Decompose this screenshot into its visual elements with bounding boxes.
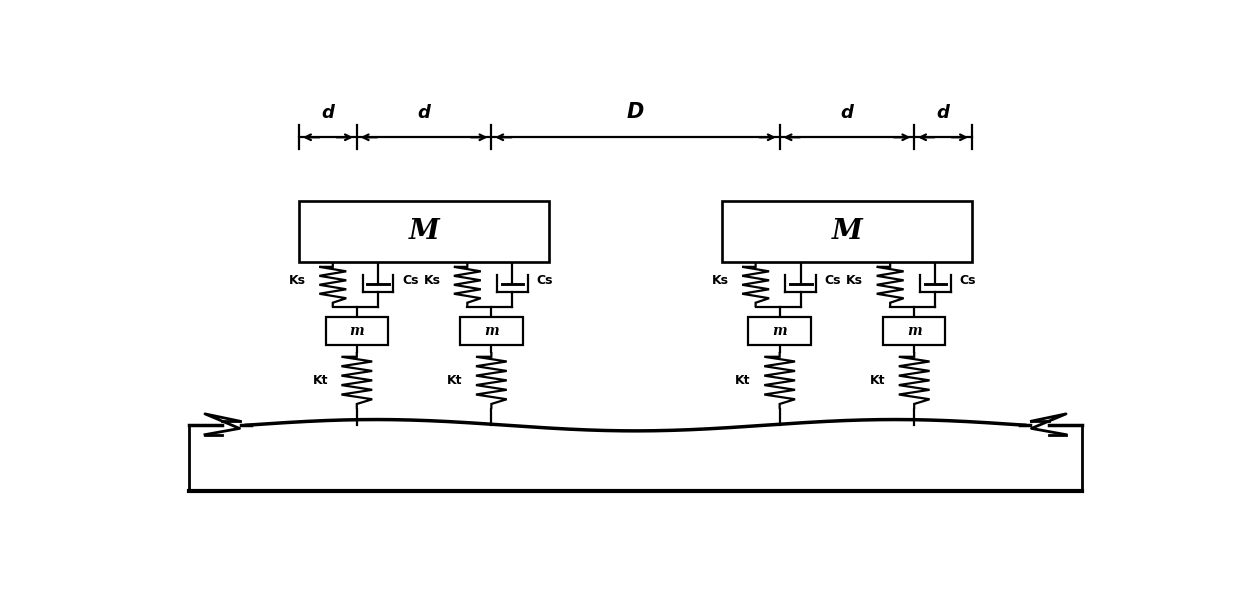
Text: Ks: Ks — [423, 273, 440, 286]
Text: m: m — [773, 324, 787, 338]
Bar — [326, 317, 388, 345]
Text: Cs: Cs — [825, 273, 841, 286]
Text: d: d — [418, 104, 430, 122]
Text: Kt: Kt — [870, 374, 885, 387]
Text: M: M — [409, 218, 439, 245]
Text: d: d — [936, 104, 950, 122]
Text: d: d — [841, 104, 853, 122]
Text: Ks: Ks — [712, 273, 729, 286]
Bar — [883, 317, 945, 345]
Bar — [460, 317, 522, 345]
Text: Kt: Kt — [735, 374, 751, 387]
Text: m: m — [484, 324, 498, 338]
Text: Cs: Cs — [960, 273, 976, 286]
Text: m: m — [906, 324, 921, 338]
Text: Kt: Kt — [446, 374, 463, 387]
Text: m: m — [350, 324, 365, 338]
Text: d: d — [321, 104, 335, 122]
Bar — [722, 201, 972, 262]
Text: Cs: Cs — [402, 273, 418, 286]
Text: Ks: Ks — [846, 273, 863, 286]
Bar — [749, 317, 811, 345]
Bar — [299, 201, 549, 262]
Text: M: M — [832, 218, 862, 245]
Text: Ks: Ks — [289, 273, 306, 286]
Text: Cs: Cs — [537, 273, 553, 286]
Text: Kt: Kt — [312, 374, 327, 387]
Text: D: D — [626, 102, 645, 122]
